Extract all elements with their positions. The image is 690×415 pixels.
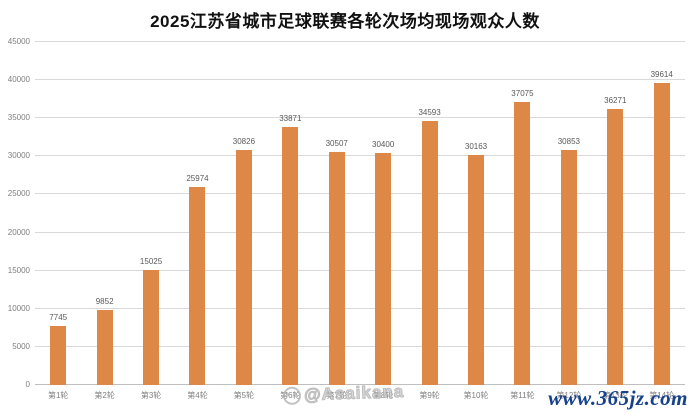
watermark-site-url: www.365jz.com bbox=[548, 386, 688, 410]
bar bbox=[143, 270, 160, 385]
bar-slot: 30507 bbox=[314, 42, 360, 385]
bar-slot: 34593 bbox=[406, 42, 452, 385]
watermark-stamp-text: @Asaikana bbox=[303, 381, 405, 405]
bar-slot: 39614 bbox=[638, 42, 684, 385]
x-tick-label: 第12轮 bbox=[556, 391, 582, 400]
x-tick-label: 第5轮 bbox=[233, 391, 255, 400]
bar-slot: 15025 bbox=[128, 42, 174, 385]
gridline bbox=[35, 155, 685, 157]
y-tick-label: 0 bbox=[25, 380, 30, 389]
gridline bbox=[35, 384, 685, 385]
bar-value-label: 34593 bbox=[418, 108, 441, 118]
bar bbox=[607, 108, 624, 385]
bar-slot: 25974 bbox=[174, 42, 220, 385]
x-tick-label: 第3轮 bbox=[140, 391, 162, 400]
bar-slot: 30400 bbox=[360, 42, 406, 385]
bar-value-label: 30507 bbox=[325, 139, 348, 149]
gridline bbox=[35, 79, 685, 81]
bar bbox=[468, 155, 484, 385]
gridline bbox=[35, 117, 685, 119]
bar-value-label: 30826 bbox=[232, 137, 256, 147]
y-tick-label: 20000 bbox=[7, 227, 30, 237]
x-tick-label: 第11轮 bbox=[510, 391, 535, 400]
x-tick-label: 第9轮 bbox=[419, 391, 440, 400]
y-tick-label: 30000 bbox=[7, 151, 30, 161]
gridline bbox=[35, 231, 685, 233]
x-tick-label: 第8轮 bbox=[372, 391, 394, 400]
bar-slot: 30826 bbox=[221, 42, 267, 385]
bar-slot: 9852 bbox=[81, 42, 127, 385]
bar-value-label: 37075 bbox=[511, 89, 534, 99]
bar-slot: 30163 bbox=[453, 42, 499, 385]
bar-slot: 33871 bbox=[267, 42, 313, 385]
bar bbox=[328, 152, 345, 385]
bar bbox=[653, 83, 670, 385]
bar-value-label: 9852 bbox=[95, 296, 114, 306]
bar bbox=[235, 150, 252, 385]
bar-value-label: 36271 bbox=[604, 95, 627, 105]
gridline bbox=[35, 307, 685, 309]
x-tick-label: 第4轮 bbox=[187, 391, 208, 400]
gridline bbox=[35, 193, 685, 195]
bar bbox=[96, 309, 113, 385]
bar bbox=[375, 153, 392, 385]
x-tick-label: 第13轮 bbox=[602, 391, 628, 400]
bar-value-label: 7745 bbox=[49, 312, 68, 322]
bars-row: 7745 9852 15025 25974 30826 33871 30507 30400 34… bbox=[35, 42, 685, 385]
bar-value-label: 39614 bbox=[650, 70, 673, 80]
bar-slot: 7745 bbox=[35, 42, 81, 385]
bar bbox=[514, 102, 531, 385]
x-tick-label: 第10轮 bbox=[463, 391, 489, 400]
y-tick-label: 45000 bbox=[7, 37, 30, 46]
bar-value-label: 33871 bbox=[279, 113, 302, 123]
bar bbox=[282, 126, 299, 385]
gridline bbox=[35, 41, 685, 42]
y-tick-label: 5000 bbox=[12, 341, 30, 351]
bar bbox=[560, 149, 577, 385]
x-tick-label: 第7轮 bbox=[326, 391, 347, 400]
x-tick-label: 第2轮 bbox=[94, 391, 115, 400]
bar-value-label: 30163 bbox=[464, 142, 488, 152]
bar bbox=[189, 187, 206, 385]
y-tick-label: 15000 bbox=[7, 265, 30, 275]
y-tick-label: 10000 bbox=[7, 303, 30, 313]
x-tick-label: 第1轮 bbox=[47, 391, 69, 400]
chart-title: 2025江苏省城市足球联赛各轮次场均现场观众人数 bbox=[150, 12, 540, 31]
bar-value-label: 30853 bbox=[557, 136, 580, 146]
x-tick-label: 第14轮 bbox=[649, 391, 675, 400]
y-tick-label: 35000 bbox=[7, 113, 30, 123]
bar-value-label: 30400 bbox=[372, 140, 395, 150]
gridline bbox=[35, 269, 685, 271]
bar-value-label: 25974 bbox=[186, 174, 209, 184]
bar bbox=[421, 121, 438, 385]
bar-slot: 30853 bbox=[546, 42, 592, 385]
plot-area: 7745 9852 15025 25974 30826 33871 30507 30400 34… bbox=[35, 41, 685, 385]
bar-value-label: 15025 bbox=[139, 257, 163, 267]
bar bbox=[50, 325, 67, 385]
smiley-glasses-icon bbox=[282, 386, 302, 406]
gridline bbox=[35, 345, 685, 347]
bar-slot: 36271 bbox=[592, 42, 638, 385]
bar-slot: 37075 bbox=[499, 42, 545, 385]
y-tick-label: 25000 bbox=[7, 189, 30, 199]
y-tick-label: 40000 bbox=[7, 75, 30, 85]
y-axis-labels: 0 5000 10000 15000 20000 25000 30000 35000 40000… bbox=[0, 37, 30, 389]
watermark-stamp: @Asaikana bbox=[282, 381, 405, 406]
